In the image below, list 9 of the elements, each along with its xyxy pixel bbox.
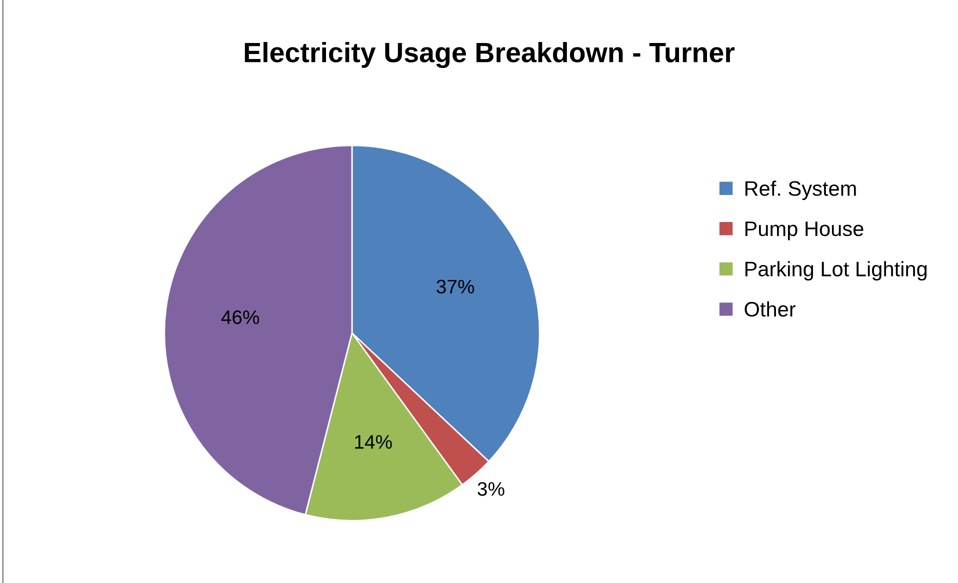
- data-label: 3%: [478, 482, 504, 496]
- legend-label: Other: [744, 301, 796, 317]
- chart-title: Electricity Usage Breakdown - Turner: [244, 42, 735, 68]
- data-label: 37%: [436, 280, 474, 294]
- legend-label: Ref. System: [745, 180, 856, 200]
- legend-label: Parking Lot Lighting: [745, 261, 927, 281]
- data-label: 14%: [355, 435, 392, 449]
- data-label: 46%: [221, 310, 260, 324]
- legend-label: Pump House: [745, 222, 864, 240]
